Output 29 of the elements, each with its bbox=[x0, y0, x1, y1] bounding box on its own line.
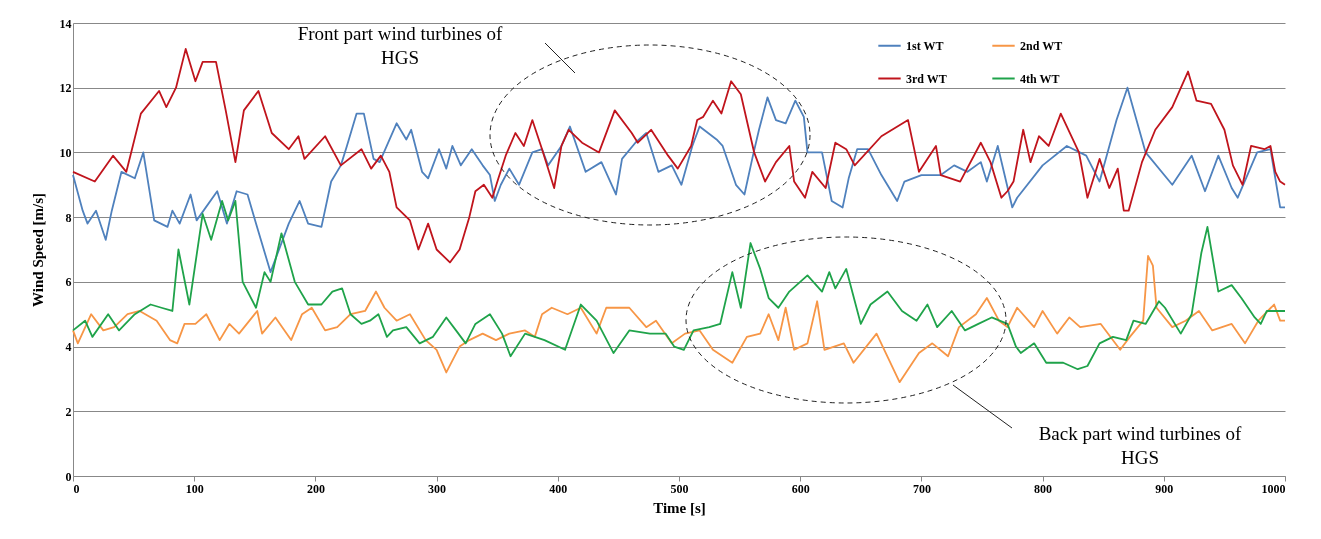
legend-label: 2nd WT bbox=[1020, 38, 1063, 53]
x-tick-label: 600 bbox=[791, 481, 810, 496]
x-tick-label: 500 bbox=[670, 481, 689, 496]
y-tick-label: 2 bbox=[65, 404, 72, 419]
y-tick-label: 14 bbox=[59, 16, 72, 31]
x-tick-label: 200 bbox=[306, 481, 325, 496]
y-axis-title: Wind Speed [m/s] bbox=[29, 193, 46, 307]
legend-label: 1st WT bbox=[906, 38, 944, 53]
y-tick-label: 6 bbox=[65, 275, 72, 290]
line-series bbox=[72, 255, 1286, 384]
y-tick-label: 0 bbox=[65, 469, 72, 484]
y-tick-label: 4 bbox=[65, 340, 72, 355]
annotation: Back part wind turbines of HGS bbox=[1038, 423, 1242, 468]
x-axis-title: Time [s] bbox=[653, 499, 706, 516]
line-series bbox=[72, 200, 1286, 371]
annotation: Front part wind turbines of HGS bbox=[297, 23, 504, 68]
legend-label: 4th WT bbox=[1020, 71, 1060, 86]
y-tick-label: 8 bbox=[65, 210, 72, 225]
x-tick-label: 1000 bbox=[1261, 481, 1286, 496]
x-tick-label: 100 bbox=[185, 481, 204, 496]
x-tick-label: 400 bbox=[549, 481, 568, 496]
y-tick-label: 10 bbox=[59, 145, 72, 160]
x-tick-label: 900 bbox=[1155, 481, 1174, 496]
x-tick-label: 800 bbox=[1034, 481, 1053, 496]
x-tick-label: 300 bbox=[428, 481, 447, 496]
line-series bbox=[72, 86, 1286, 274]
y-tick-label: 12 bbox=[59, 81, 72, 96]
x-tick-label: 700 bbox=[912, 481, 931, 496]
legend-label: 3rd WT bbox=[906, 71, 947, 86]
